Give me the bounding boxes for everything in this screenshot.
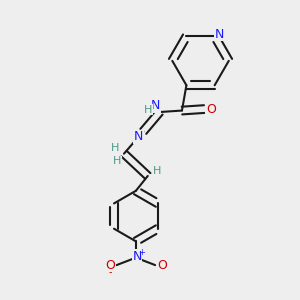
Text: O: O [157, 259, 167, 272]
Text: N: N [214, 28, 224, 40]
Text: H: H [152, 166, 161, 176]
Text: H: H [144, 105, 153, 115]
Text: N: N [132, 250, 142, 263]
Text: H: H [111, 143, 119, 153]
Text: N: N [151, 99, 160, 112]
Text: -: - [108, 267, 112, 277]
Text: O: O [105, 259, 115, 272]
Text: O: O [206, 103, 216, 116]
Text: N: N [134, 130, 143, 143]
Text: +: + [138, 248, 145, 257]
Text: H: H [113, 156, 122, 166]
